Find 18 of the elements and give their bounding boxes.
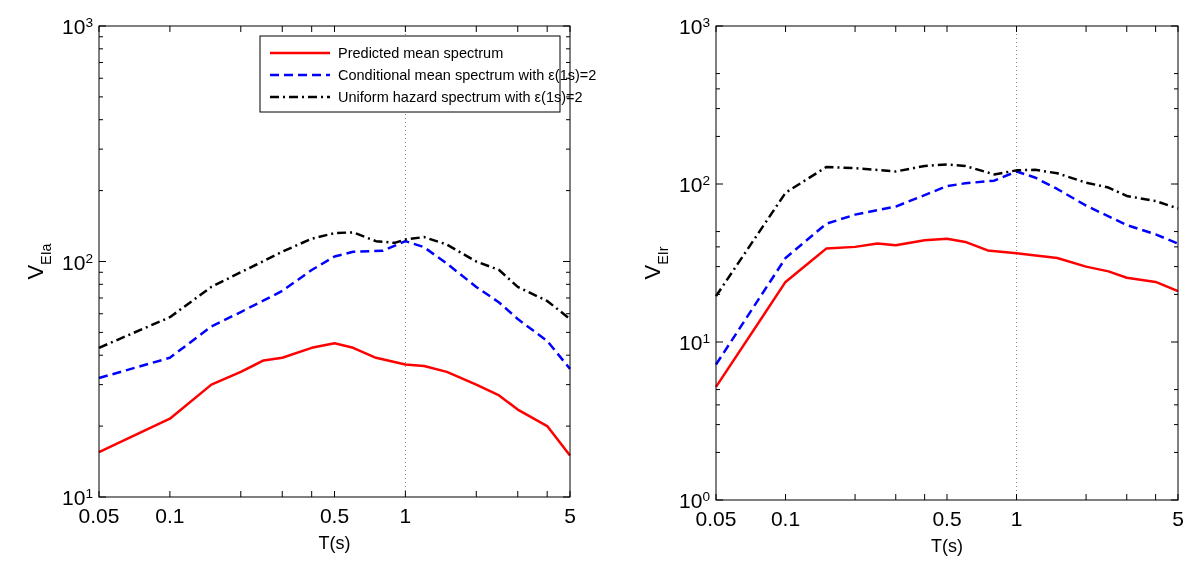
x-tick-label: 0.1 xyxy=(155,504,185,527)
x-tick-label: 1 xyxy=(399,504,412,527)
y-tick-label: 10$^{2}$ xyxy=(679,172,710,196)
x-tick-label: 0.5 xyxy=(319,504,350,527)
x-axis-title: T(s) xyxy=(931,536,963,556)
x-tick-label: 1 xyxy=(1010,507,1023,530)
y-tick-label: 10$^{1}$ xyxy=(679,330,710,354)
x-tick-label: 5 xyxy=(564,504,576,527)
legend-label: Conditional mean spectrum with ε(1s)=2 xyxy=(338,67,597,83)
y-tick-label: 10$^{3}$ xyxy=(679,14,710,38)
legend-label: Uniform hazard spectrum with ε(1s)=2 xyxy=(338,89,583,105)
x-tick-label: 0.1 xyxy=(770,507,801,530)
x-axis-title: T(s) xyxy=(318,533,351,553)
x-tick-label: 5 xyxy=(1172,507,1184,530)
x-tick-label: 0.5 xyxy=(932,507,962,530)
legend-label: Predicted mean spectrum xyxy=(338,45,504,61)
y-tick-label: 10$^{3}$ xyxy=(62,14,93,38)
y-tick-label: 10$^{2}$ xyxy=(62,250,93,274)
